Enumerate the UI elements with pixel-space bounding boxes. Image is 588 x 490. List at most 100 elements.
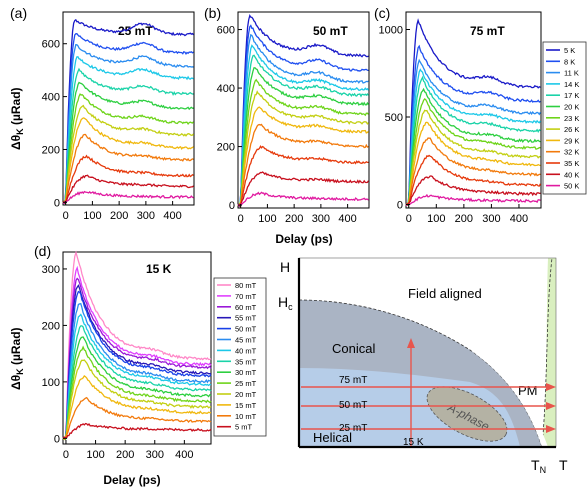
panel-a-series-14-k bbox=[62, 56, 194, 206]
phase-diagram: H Hc TN T Field aligned Conical Helical … bbox=[278, 257, 568, 475]
panel-c-series-11-k bbox=[405, 58, 541, 207]
legend-label: 26 K bbox=[564, 125, 579, 134]
a-phase-region bbox=[426, 386, 508, 442]
panel-a-series-26-k bbox=[62, 104, 194, 204]
panel-b-x-tick-label: 400 bbox=[338, 213, 356, 225]
panel-d-x-ticks: 0 100 200 300 400 bbox=[63, 440, 194, 461]
panel-d-series-70-mt bbox=[62, 265, 212, 440]
panel-d: (d) 15 K 0 100 200 300 400 0 100 200 300 Delay … bbox=[34, 243, 212, 487]
panel-c-series-5-k bbox=[405, 18, 541, 207]
panel-a-y-tick-label: 600 bbox=[42, 39, 60, 51]
panel-c: (c) 75 mT 0 100 200 300 400 0 500 1000 bbox=[374, 5, 542, 225]
t-axis-label: T bbox=[559, 457, 568, 473]
panel-b-x-tick-label: 100 bbox=[258, 213, 276, 225]
hc-label: Hc bbox=[278, 294, 293, 312]
panel-d-series-40-mt bbox=[62, 313, 212, 441]
panel-c-series-20-k bbox=[406, 87, 541, 207]
h-axis-label: H bbox=[280, 259, 290, 275]
panel-c-series-50-k bbox=[405, 193, 541, 207]
panel-a-tag: (a) bbox=[10, 5, 27, 21]
panel-b-y-tick-label: 0 bbox=[229, 200, 235, 212]
field-legend-box bbox=[213, 277, 267, 437]
legend-label: 5 mT bbox=[235, 423, 253, 432]
panel-a-y-ticks: 0 200 400 600 bbox=[42, 39, 67, 209]
field-aligned-boundary bbox=[541, 258, 553, 447]
panel-a-x-tick-label: 100 bbox=[83, 210, 101, 222]
panel-a-series-17-k bbox=[62, 67, 194, 204]
panel-d-series-50-mt bbox=[62, 290, 212, 441]
legend-label: 29 K bbox=[564, 136, 579, 145]
panel-d-series-55-mt bbox=[62, 284, 211, 441]
legend-label: 55 mT bbox=[235, 314, 257, 323]
panel-c-series-32-k bbox=[405, 137, 541, 207]
panel-a-y-tick-label: 400 bbox=[42, 92, 60, 104]
panel-b-series-29-k bbox=[237, 106, 369, 207]
panel-c-plot-frame bbox=[405, 11, 542, 209]
panel-b-x-tick-label: 300 bbox=[312, 213, 330, 225]
panel-a-y-label: ΔθK (µRad) bbox=[9, 87, 25, 150]
panel-a-series-23-k bbox=[62, 93, 194, 205]
panel-a-series-50-k bbox=[62, 190, 194, 205]
panel-d-series-35-mt bbox=[62, 325, 212, 440]
panel-c-y-tick-label: 500 bbox=[385, 112, 403, 124]
panel-c-y-ticks: 0 500 1000 bbox=[379, 25, 410, 212]
panel-d-x-tick-label: 400 bbox=[175, 449, 193, 461]
panel-c-x-tick-label: 0 bbox=[406, 213, 412, 225]
field-arrow-25-label: 25 mT bbox=[339, 423, 367, 434]
panel-c-series bbox=[405, 18, 541, 207]
panel-d-x-tick-label: 100 bbox=[86, 449, 104, 461]
panel-d-y-tick-label: 200 bbox=[42, 320, 60, 332]
panel-d-series-25-mt bbox=[63, 345, 212, 440]
panel-b-series-17-k bbox=[237, 54, 370, 206]
legend-label: 50 mT bbox=[235, 325, 257, 334]
legend-label: 35 mT bbox=[235, 357, 257, 366]
panel-a-x-tick-label: 300 bbox=[137, 210, 155, 222]
panel-b-series-5-k bbox=[237, 13, 369, 207]
panel-b-series-35-k bbox=[237, 145, 369, 207]
panel-d-series-45-mt bbox=[62, 302, 212, 440]
field-arrow-75 bbox=[301, 383, 556, 391]
panel-b-series-11-k bbox=[237, 33, 369, 207]
legend-label: 60 mT bbox=[235, 303, 257, 312]
panel-b-series-8-k bbox=[237, 24, 369, 208]
panel-b-x-ticks: 0 100 200 300 400 bbox=[238, 204, 357, 225]
panel-b-y-tick-label: 400 bbox=[217, 83, 235, 95]
panel-c-tag: (c) bbox=[374, 5, 390, 21]
panel-a-series-35-k bbox=[62, 154, 194, 204]
panel-a-plot-frame bbox=[62, 11, 195, 206]
panel-d-y-ticks: 0 100 200 300 bbox=[42, 264, 67, 445]
panel-c-y-tick-label: 1000 bbox=[379, 25, 403, 37]
top-row-x-label: Delay (ps) bbox=[275, 232, 332, 246]
panel-c-x-tick-label: 300 bbox=[482, 213, 500, 225]
panel-a-x-tick-label: 0 bbox=[63, 210, 69, 222]
panel-d-y-tick-label: 100 bbox=[42, 377, 60, 389]
conical-label: Conical bbox=[332, 341, 375, 356]
panel-a-x-ticks: 0 100 200 300 400 bbox=[63, 201, 182, 222]
temperature-legend-box bbox=[542, 41, 587, 195]
panel-b-series-23-k bbox=[237, 78, 369, 207]
panel-a: (a) 25 mT 0 100 200 300 400 0 200 400 600 bbox=[10, 5, 195, 222]
legend-label: 17 K bbox=[564, 91, 579, 100]
legend-label: 40 mT bbox=[235, 346, 257, 355]
panel-b-x-tick-label: 200 bbox=[285, 213, 303, 225]
panel-b-x-tick-label: 0 bbox=[238, 213, 244, 225]
panel-d-x-tick-label: 200 bbox=[116, 449, 134, 461]
panel-b-series bbox=[237, 13, 370, 209]
panel-d-series-5-mt bbox=[62, 422, 212, 439]
panel-c-y-tick-label: 0 bbox=[397, 200, 403, 212]
panel-b-series-40-k bbox=[237, 171, 370, 207]
field-arrow-75-label: 75 mT bbox=[339, 375, 367, 386]
panel-d-series-60-mt bbox=[62, 277, 212, 441]
panel-a-series-20-k bbox=[63, 81, 194, 203]
panel-c-series-26-k bbox=[405, 109, 541, 206]
panel-a-series bbox=[62, 18, 194, 206]
tn-label: TN bbox=[531, 457, 546, 475]
panel-d-series-80-mt bbox=[62, 250, 212, 441]
panel-c-series-17-k bbox=[405, 75, 541, 207]
panel-d-series-30-mt bbox=[62, 336, 212, 441]
legend-label: 20 mT bbox=[235, 390, 257, 399]
panel-a-series-8-k bbox=[62, 33, 194, 205]
